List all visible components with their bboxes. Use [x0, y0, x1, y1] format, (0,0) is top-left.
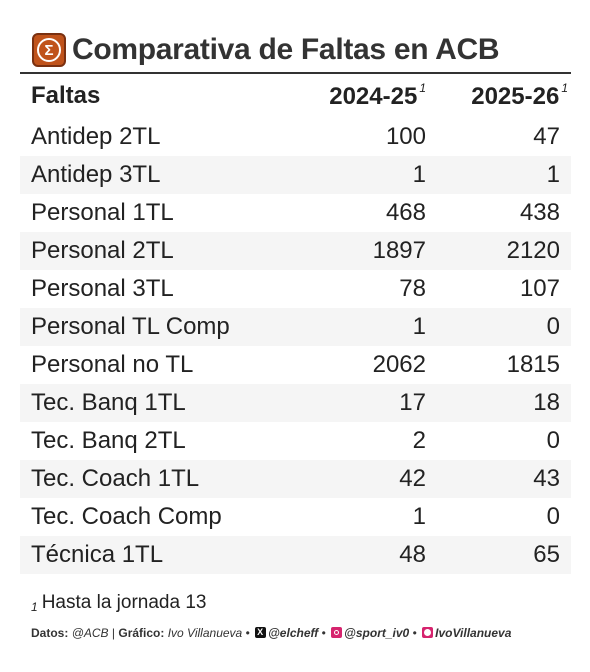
footnote: 1 Hasta la jornada 13	[31, 592, 207, 614]
value-2024-25: 17	[399, 389, 426, 416]
table-row: Tec. Banq 1TL 17 18	[20, 384, 571, 422]
row-label: Personal 1TL	[31, 199, 174, 226]
value-2025-26: 2120	[506, 237, 560, 264]
table-row: Personal no TL 2062 1815	[20, 346, 571, 384]
value-2024-25: 468	[385, 199, 426, 226]
value-2024-25: 1	[412, 313, 426, 340]
row-label: Antidep 2TL	[31, 123, 161, 150]
table-row: Personal 1TL 468 438	[20, 194, 571, 232]
table-row: Personal 2TL 1897 2120	[20, 232, 571, 270]
title-row: Σ Comparativa de Faltas en ACB	[20, 30, 571, 70]
row-label: Personal TL Comp	[31, 313, 230, 340]
value-2025-26: 438	[519, 199, 560, 226]
table-row: Antidep 3TL 1 1	[20, 156, 571, 194]
value-2025-26: 18	[533, 389, 560, 416]
value-2025-26: 107	[519, 275, 560, 302]
credits-line: Datos: @ACB | Gráfico: Ivo Villanueva • …	[31, 626, 511, 640]
value-2025-26: 0	[546, 427, 560, 454]
value-2024-25: 2	[412, 427, 426, 454]
column-header-faltas: Faltas	[31, 82, 101, 109]
github-icon	[422, 627, 434, 638]
row-label: Personal no TL	[31, 351, 194, 378]
value-2024-25: 100	[385, 123, 426, 150]
instagram-icon	[331, 627, 343, 638]
x-logo-icon	[255, 627, 267, 638]
column-header-2025-26: 2025-26 1	[471, 81, 568, 110]
value-2024-25: 1897	[372, 237, 426, 264]
header-row: Faltas 2024-25 1 2025-26 1	[20, 73, 571, 118]
value-2024-25: 2062	[372, 351, 426, 378]
value-2025-26: 1815	[506, 351, 560, 378]
table-row: Tec. Coach Comp 1 0	[20, 498, 571, 536]
row-label: Personal 3TL	[31, 275, 174, 302]
row-label: Tec. Coach 1TL	[31, 465, 200, 492]
value-2024-25: 1	[412, 503, 426, 530]
table-row: Tec. Coach 1TL 42 43	[20, 460, 571, 498]
table-row: Antidep 2TL 100 47	[20, 118, 571, 156]
row-label: Antidep 3TL	[31, 161, 161, 188]
row-label: Técnica 1TL	[31, 541, 164, 568]
table-row: Personal 3TL 78 107	[20, 270, 571, 308]
sigma-icon: Σ	[32, 33, 66, 67]
value-2024-25: 78	[399, 275, 426, 302]
table-row: Tec. Banq 2TL 2 0	[20, 422, 571, 460]
value-2024-25: 48	[399, 541, 426, 568]
row-label: Tec. Banq 2TL	[31, 427, 186, 454]
value-2024-25: 1	[412, 161, 426, 188]
page-title: Comparativa de Faltas en ACB	[72, 33, 500, 66]
value-2025-26: 0	[546, 503, 560, 530]
row-label: Tec. Banq 1TL	[31, 389, 186, 416]
github-handle[interactable]: IvoVillanueva	[435, 626, 512, 640]
row-label: Tec. Coach Comp	[31, 503, 222, 530]
value-2025-26: 47	[533, 123, 560, 150]
instagram-handle[interactable]: @sport_iv0	[344, 626, 410, 640]
value-2025-26: 65	[533, 541, 560, 568]
row-label: Personal 2TL	[31, 237, 174, 264]
table-row: Técnica 1TL 48 65	[20, 536, 571, 574]
fouls-table: Faltas 2024-25 1 2025-26 1 Antidep 2TL 100 4…	[20, 72, 571, 574]
value-2025-26: 0	[546, 313, 560, 340]
value-2024-25: 42	[399, 465, 426, 492]
column-header-2024-25: 2024-25 1	[329, 81, 426, 110]
table-row: Personal TL Comp 1 0	[20, 308, 571, 346]
table-card: Σ Comparativa de Faltas en ACB Faltas 20…	[20, 30, 571, 614]
value-2025-26: 43	[533, 465, 560, 492]
value-2025-26: 1	[546, 161, 560, 188]
x-handle[interactable]: @elcheff	[268, 626, 319, 640]
